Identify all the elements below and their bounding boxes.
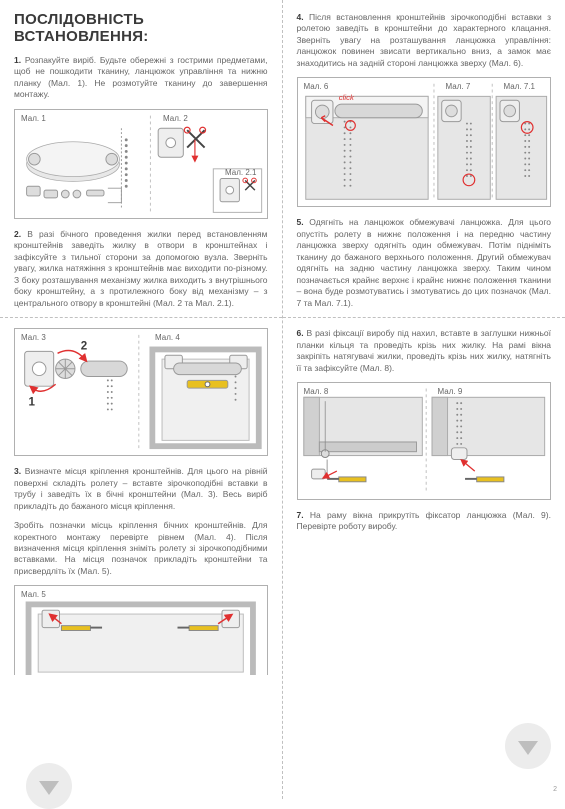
figure-6-7-box: Мал. 6 Мал. 7 Мал. 7.1 click bbox=[297, 77, 552, 207]
watermark-icon-2 bbox=[505, 723, 551, 769]
fig-21-label: Мал. 2.1 bbox=[225, 168, 256, 177]
fig-4-label: Мал. 4 bbox=[155, 333, 180, 342]
page-number: 2 bbox=[553, 786, 557, 793]
horizontal-divider-2 bbox=[283, 317, 565, 318]
horizontal-divider-1 bbox=[0, 317, 282, 318]
step-7-text: 7. На раму вікна прикрутіть фіксатор лан… bbox=[297, 510, 552, 533]
fig-6-label: Мал. 6 bbox=[304, 82, 329, 91]
fig-5-illustration bbox=[15, 586, 267, 675]
svg-text:2: 2 bbox=[81, 340, 87, 353]
svg-text:1: 1 bbox=[29, 396, 36, 409]
figure-8-9-box: Мал. 8 Мал. 9 bbox=[297, 382, 552, 500]
left-column: ПОСЛІДОВНІСТЬ ВСТАНОВЛЕННЯ: 1. Розпакуйт… bbox=[0, 0, 283, 799]
fig-9-label: Мал. 9 bbox=[438, 387, 463, 396]
fig-3-label: Мал. 3 bbox=[21, 333, 46, 342]
fig-1-label: Мал. 1 bbox=[21, 114, 46, 123]
main-title: ПОСЛІДОВНІСТЬ ВСТАНОВЛЕННЯ: bbox=[14, 12, 268, 45]
figure-1-2-box: Мал. 1 Мал. 2 Мал. 2.1 bbox=[14, 109, 268, 219]
fig-5-label: Мал. 5 bbox=[21, 590, 46, 599]
fig-7-label: Мал. 7 bbox=[446, 82, 471, 91]
right-column: 4. Після встановлення кронштейнів зірочк… bbox=[283, 0, 565, 799]
fig-2-label: Мал. 2 bbox=[163, 114, 188, 123]
step-6-text: 6. В разі фіксації виробу під нахил, вст… bbox=[297, 328, 552, 374]
fig-8-9-illustration bbox=[298, 383, 551, 499]
watermark-icon bbox=[26, 763, 72, 809]
step-3a-text: 3. Визначте місця кріплення кронштейнів.… bbox=[14, 466, 268, 512]
fig-1-2-illustration bbox=[15, 110, 267, 218]
step-4-text: 4. Після встановлення кронштейнів зірочк… bbox=[297, 12, 552, 69]
svg-text:click: click bbox=[338, 94, 354, 103]
figure-3-4-box: Мал. 3 Мал. 4 2 1 bbox=[14, 328, 268, 456]
fig-71-label: Мал. 7.1 bbox=[504, 82, 535, 91]
fig-8-label: Мал. 8 bbox=[304, 387, 329, 396]
figure-5-box: Мал. 5 bbox=[14, 585, 268, 675]
fig-6-7-illustration: click bbox=[298, 78, 551, 206]
fig-3-4-illustration: 2 1 bbox=[15, 329, 267, 455]
step-2-text: 2. В разі бічного проведення жилки перед… bbox=[14, 229, 268, 309]
step-5-text: 5. Одягніть на ланцюжок обмежувачі ланцю… bbox=[297, 217, 552, 309]
step-1-text: 1. Розпакуйте виріб. Будьте обережні з г… bbox=[14, 55, 268, 101]
step-3b-text: Зробіть позначки місць кріплення бічних … bbox=[14, 520, 268, 577]
